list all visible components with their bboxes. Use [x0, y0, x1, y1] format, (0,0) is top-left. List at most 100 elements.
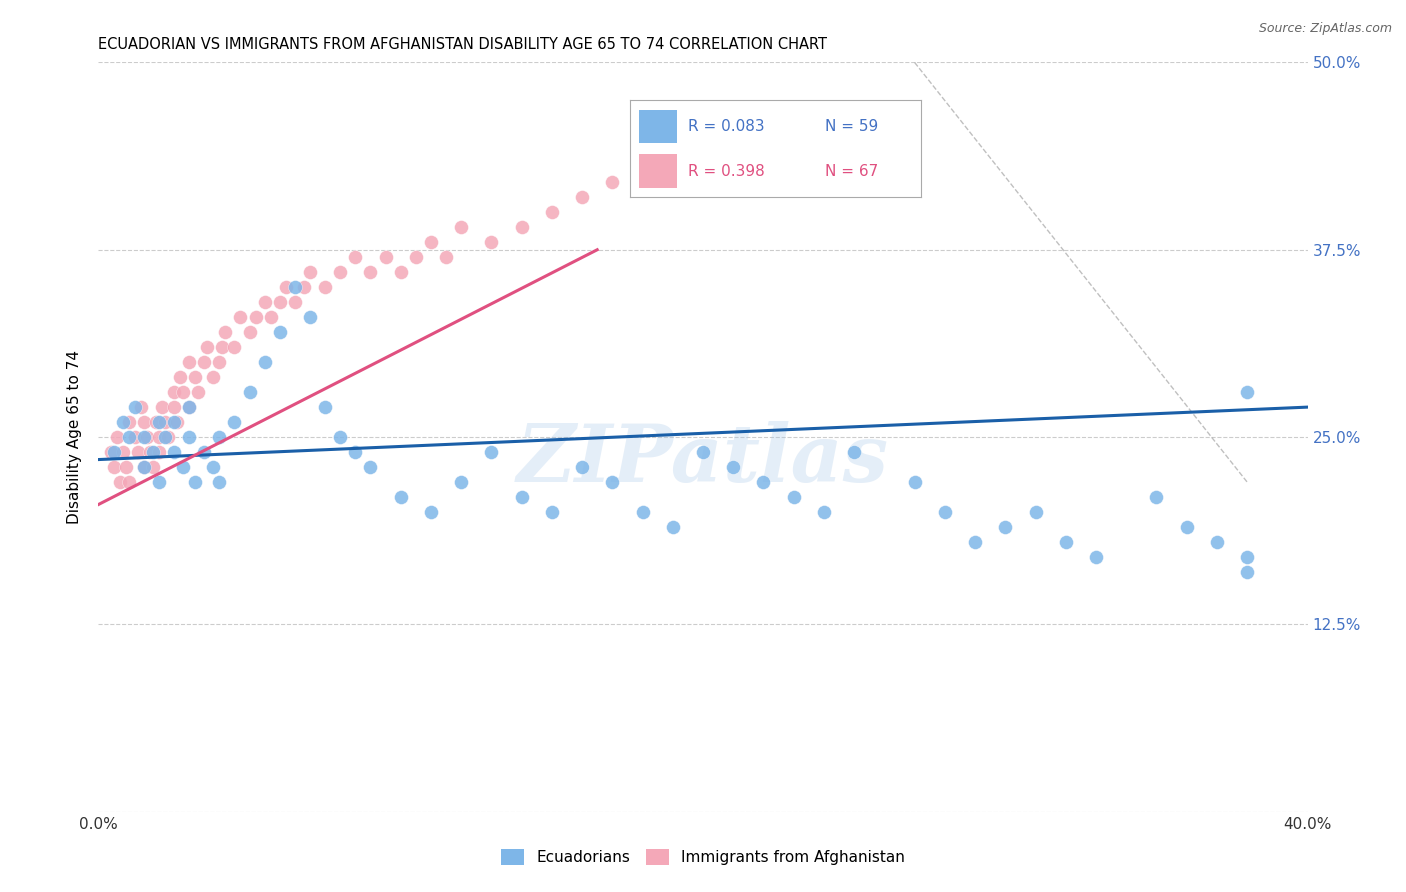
Point: [661, 145, 683, 160]
Point: [211, 340, 233, 354]
Point: [602, 175, 624, 189]
Point: [934, 505, 956, 519]
Point: [844, 445, 866, 459]
Point: [314, 280, 336, 294]
Point: [132, 415, 155, 429]
Point: [1236, 385, 1258, 400]
Point: [723, 460, 745, 475]
Point: [631, 161, 654, 175]
Point: [105, 430, 128, 444]
Point: [163, 400, 186, 414]
Point: [163, 385, 186, 400]
Point: [124, 430, 146, 444]
Point: [202, 460, 225, 475]
Point: [631, 505, 654, 519]
Point: [184, 370, 207, 384]
Point: [111, 415, 134, 429]
Point: [118, 430, 141, 444]
Point: [239, 325, 262, 339]
Point: [1054, 535, 1077, 549]
Point: [284, 295, 307, 310]
Legend: Ecuadorians, Immigrants from Afghanistan: Ecuadorians, Immigrants from Afghanistan: [495, 843, 911, 871]
Text: ZIPatlas: ZIPatlas: [517, 421, 889, 499]
Point: [450, 220, 472, 235]
Point: [602, 475, 624, 489]
Point: [224, 340, 246, 354]
Point: [284, 280, 307, 294]
Point: [245, 310, 267, 325]
Point: [184, 475, 207, 489]
Point: [1236, 549, 1258, 564]
Point: [111, 445, 134, 459]
Point: [118, 475, 141, 489]
Point: [202, 370, 225, 384]
Point: [434, 250, 457, 264]
Point: [148, 415, 170, 429]
Point: [108, 475, 131, 489]
Point: [571, 460, 593, 475]
Point: [118, 415, 141, 429]
Point: [752, 475, 775, 489]
Point: [274, 280, 297, 294]
Point: [269, 325, 291, 339]
Point: [114, 460, 136, 475]
Point: [179, 400, 201, 414]
Point: [420, 505, 443, 519]
Point: [299, 310, 322, 325]
Point: [208, 355, 231, 369]
Point: [253, 295, 276, 310]
Point: [1024, 505, 1046, 519]
Point: [344, 445, 367, 459]
Point: [813, 505, 835, 519]
Point: [229, 310, 252, 325]
Point: [163, 445, 186, 459]
Point: [179, 430, 201, 444]
Point: [193, 445, 215, 459]
Point: [224, 415, 246, 429]
Point: [965, 535, 987, 549]
Point: [163, 415, 186, 429]
Point: [179, 355, 201, 369]
Point: [783, 490, 806, 504]
Point: [156, 430, 179, 444]
Point: [329, 430, 352, 444]
Point: [132, 460, 155, 475]
Point: [169, 370, 191, 384]
Point: [208, 430, 231, 444]
Point: [153, 415, 176, 429]
Y-axis label: Disability Age 65 to 74: Disability Age 65 to 74: [67, 350, 83, 524]
Point: [405, 250, 427, 264]
Point: [179, 400, 201, 414]
Point: [124, 400, 146, 414]
Point: [139, 445, 162, 459]
Point: [389, 265, 412, 279]
Point: [148, 445, 170, 459]
Point: [145, 415, 167, 429]
Point: [389, 490, 412, 504]
Point: [692, 130, 714, 145]
Point: [187, 385, 209, 400]
Point: [260, 310, 283, 325]
Point: [129, 400, 152, 414]
Point: [450, 475, 472, 489]
Point: [360, 265, 382, 279]
Point: [904, 475, 927, 489]
Point: [723, 115, 745, 129]
Point: [481, 235, 503, 250]
Point: [571, 190, 593, 204]
Point: [540, 205, 562, 219]
Point: [132, 460, 155, 475]
Point: [420, 235, 443, 250]
Point: [510, 490, 533, 504]
Point: [127, 445, 149, 459]
Point: [1206, 535, 1229, 549]
Point: [253, 355, 276, 369]
Point: [1236, 565, 1258, 579]
Point: [195, 340, 218, 354]
Point: [193, 355, 215, 369]
Point: [269, 295, 291, 310]
Point: [481, 445, 503, 459]
Point: [360, 460, 382, 475]
Point: [148, 475, 170, 489]
Point: [661, 520, 683, 534]
